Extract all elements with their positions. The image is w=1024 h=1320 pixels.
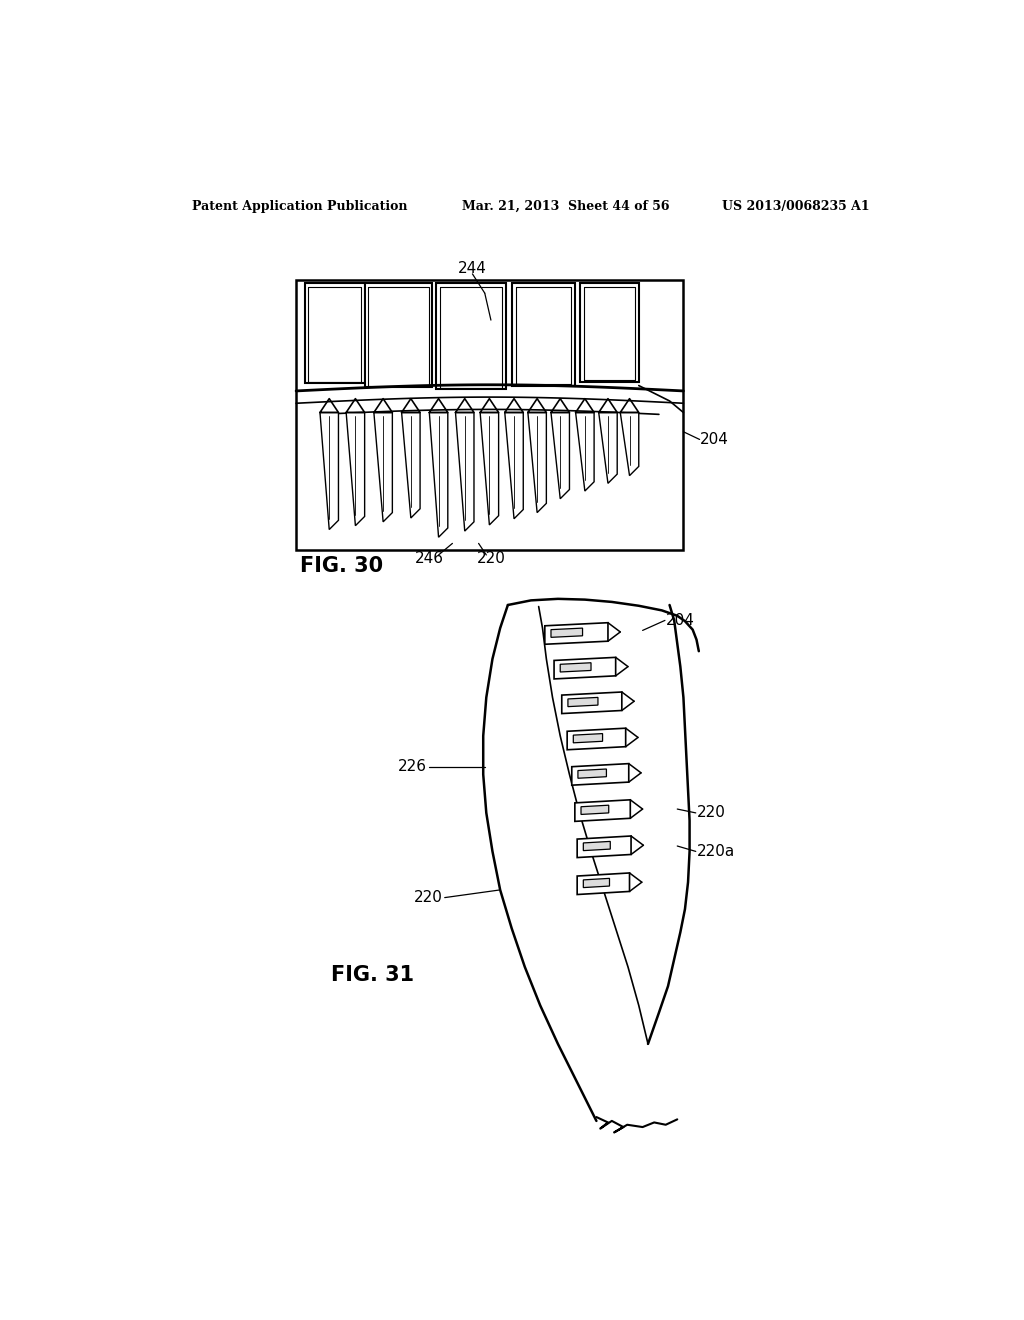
Text: Patent Application Publication: Patent Application Publication xyxy=(193,199,408,213)
Polygon shape xyxy=(304,284,365,383)
Polygon shape xyxy=(584,841,610,850)
Polygon shape xyxy=(551,412,569,499)
Polygon shape xyxy=(551,628,583,638)
Polygon shape xyxy=(545,623,608,644)
Text: 220: 220 xyxy=(696,805,725,821)
Polygon shape xyxy=(578,770,606,779)
Polygon shape xyxy=(599,412,617,483)
Polygon shape xyxy=(512,284,574,385)
Text: 220: 220 xyxy=(476,552,506,566)
Polygon shape xyxy=(578,836,631,858)
Polygon shape xyxy=(573,734,602,743)
Text: 220: 220 xyxy=(414,890,442,906)
Polygon shape xyxy=(554,657,615,678)
Polygon shape xyxy=(456,412,474,531)
Polygon shape xyxy=(575,412,594,491)
Text: 226: 226 xyxy=(398,759,427,775)
Polygon shape xyxy=(429,412,447,537)
Polygon shape xyxy=(584,878,609,887)
Text: 220a: 220a xyxy=(696,843,735,859)
Polygon shape xyxy=(480,412,499,525)
Polygon shape xyxy=(401,412,420,517)
Polygon shape xyxy=(567,729,626,750)
Polygon shape xyxy=(562,692,622,714)
Text: 246: 246 xyxy=(415,552,443,566)
Text: 204: 204 xyxy=(700,432,729,447)
Polygon shape xyxy=(571,763,629,785)
Polygon shape xyxy=(365,284,432,387)
Bar xyxy=(296,280,683,549)
Text: FIG. 31: FIG. 31 xyxy=(331,965,414,985)
Polygon shape xyxy=(560,663,591,672)
Polygon shape xyxy=(436,284,506,389)
Polygon shape xyxy=(528,412,547,512)
Polygon shape xyxy=(319,412,339,529)
Polygon shape xyxy=(581,805,608,814)
Polygon shape xyxy=(346,412,365,525)
Polygon shape xyxy=(568,697,598,706)
Polygon shape xyxy=(581,284,639,381)
Polygon shape xyxy=(574,800,631,821)
Text: 204: 204 xyxy=(666,612,694,628)
Polygon shape xyxy=(578,873,630,895)
Polygon shape xyxy=(505,412,523,519)
Polygon shape xyxy=(374,412,392,521)
Text: FIG. 30: FIG. 30 xyxy=(300,557,383,577)
Text: 244: 244 xyxy=(458,261,486,276)
Text: US 2013/0068235 A1: US 2013/0068235 A1 xyxy=(722,199,869,213)
Polygon shape xyxy=(621,412,639,475)
Text: Mar. 21, 2013  Sheet 44 of 56: Mar. 21, 2013 Sheet 44 of 56 xyxy=(462,199,669,213)
